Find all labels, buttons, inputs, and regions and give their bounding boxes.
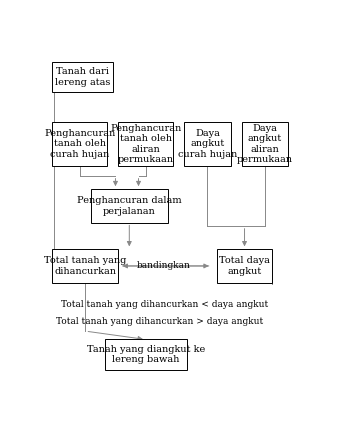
Text: Total tanah yang dihancurkan > daya angkut: Total tanah yang dihancurkan > daya angk… <box>56 316 263 326</box>
Text: Tanah dari
lereng atas: Tanah dari lereng atas <box>55 67 110 87</box>
Text: Daya
angkut
curah hujan: Daya angkut curah hujan <box>178 129 237 159</box>
FancyBboxPatch shape <box>52 249 118 283</box>
Text: Penghancuran
tanah oleh
aliran
permukaan: Penghancuran tanah oleh aliran permukaan <box>110 124 181 164</box>
FancyBboxPatch shape <box>52 122 107 166</box>
FancyBboxPatch shape <box>52 62 113 92</box>
Text: bandingkan: bandingkan <box>137 261 190 270</box>
Text: Daya
angkut
aliran
permukaan: Daya angkut aliran permukaan <box>237 124 293 164</box>
Text: Penghancuran
tanah oleh
curah hujan: Penghancuran tanah oleh curah hujan <box>44 129 115 159</box>
FancyBboxPatch shape <box>91 189 168 223</box>
FancyBboxPatch shape <box>242 122 289 166</box>
FancyBboxPatch shape <box>105 339 187 370</box>
Text: Total daya
angkut: Total daya angkut <box>219 256 270 276</box>
Text: Total tanah yang dihancurkan < daya angkut: Total tanah yang dihancurkan < daya angk… <box>61 300 269 309</box>
FancyBboxPatch shape <box>184 122 231 166</box>
Text: Total tanah yang
dihancurkan: Total tanah yang dihancurkan <box>44 256 127 276</box>
Text: Tanah yang diangkut ke
lereng bawah: Tanah yang diangkut ke lereng bawah <box>87 345 205 364</box>
Text: Penghancuran dalam
perjalanan: Penghancuran dalam perjalanan <box>77 196 182 216</box>
FancyBboxPatch shape <box>118 122 173 166</box>
FancyBboxPatch shape <box>217 249 272 283</box>
